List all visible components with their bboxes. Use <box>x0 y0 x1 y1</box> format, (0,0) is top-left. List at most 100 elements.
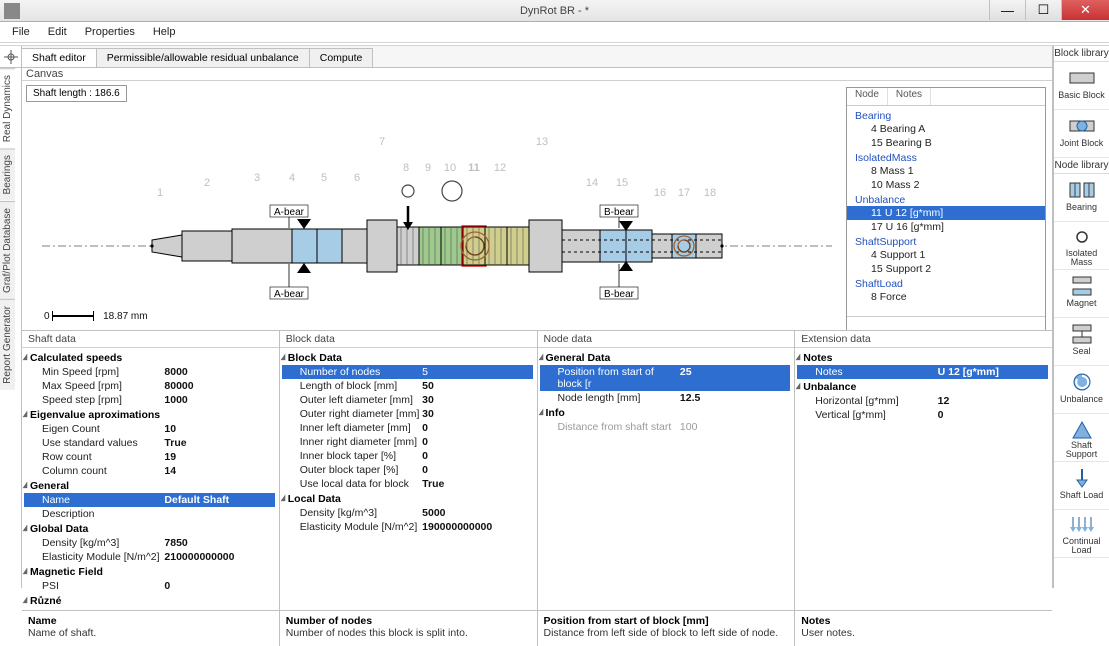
menubar: File Edit Properties Help <box>0 22 1109 42</box>
prop-row[interactable]: Row count19 <box>24 450 275 464</box>
tree-item[interactable]: 11 U 12 [g*mm] <box>847 206 1045 220</box>
prop-row[interactable]: Inner right diameter [mm]0 <box>282 435 533 449</box>
tree-group[interactable]: Unbalance <box>847 192 1045 206</box>
tree-group[interactable]: ShaftSupport <box>847 234 1045 248</box>
prop-key: Speed step [rpm] <box>24 394 164 406</box>
svg-text:3: 3 <box>254 172 260 184</box>
tree-group[interactable]: Bearing <box>847 108 1045 122</box>
prop-row[interactable]: Max Speed [rpm]80000 <box>24 379 275 393</box>
prop-group[interactable]: Calculated speeds <box>24 350 275 365</box>
prop-group[interactable]: General Data <box>540 350 791 365</box>
grid-ext: Extension dataNotesNotesU 12 [g*mm]Unbal… <box>795 331 1052 646</box>
app-icon <box>4 3 20 19</box>
prop-row[interactable]: Outer right diameter [mm]30 <box>282 407 533 421</box>
tree-group[interactable]: IsolatedMass <box>847 150 1045 164</box>
prop-key: Description <box>24 508 164 520</box>
prop-row[interactable]: Description <box>24 507 275 521</box>
minimize-button[interactable]: — <box>989 0 1025 20</box>
palette-magnet[interactable]: Magnet <box>1054 270 1109 318</box>
prop-row[interactable]: PSI0 <box>24 579 275 593</box>
menu-help[interactable]: Help <box>145 24 184 40</box>
prop-value: 10 <box>164 423 274 435</box>
svg-text:9: 9 <box>425 162 431 174</box>
close-button[interactable]: ✕ <box>1061 0 1109 20</box>
prop-row[interactable]: Density [kg/m^3]5000 <box>282 506 533 520</box>
prop-row[interactable]: Horizontal [g*mm]12 <box>797 394 1048 408</box>
tree-item[interactable]: 10 Mass 2 <box>847 178 1045 192</box>
prop-group[interactable]: Různé <box>24 593 275 608</box>
prop-row[interactable]: NotesU 12 [g*mm] <box>797 365 1048 379</box>
prop-row[interactable]: Distance from shaft start100 <box>540 420 791 434</box>
prop-value: 0 <box>422 436 532 448</box>
cload-icon <box>1065 513 1099 537</box>
palette-load[interactable]: Shaft Load <box>1054 462 1109 510</box>
prop-group[interactable]: Block Data <box>282 350 533 365</box>
window-title: DynRot BR - * <box>520 5 589 17</box>
leftrail-tab-2[interactable]: Graf/Plot Database <box>0 201 15 299</box>
leftrail-tab-1[interactable]: Bearings <box>0 148 15 200</box>
tree-tab-node[interactable]: Node <box>847 88 888 105</box>
prop-row[interactable]: Elasticity Module [N/m^2]190000000000 <box>282 520 533 534</box>
tree-item[interactable]: 15 Support 2 <box>847 262 1045 276</box>
menu-properties[interactable]: Properties <box>77 24 143 40</box>
tab-residual-unbalance[interactable]: Permissible/allowable residual unbalance <box>96 48 310 67</box>
menu-file[interactable]: File <box>4 24 38 40</box>
palette-mass[interactable]: Isolated Mass <box>1054 222 1109 270</box>
prop-group[interactable]: Local Data <box>282 491 533 506</box>
prop-group[interactable]: Magnetic Field <box>24 564 275 579</box>
prop-row[interactable]: Number of nodes5 <box>282 365 533 379</box>
palette-seal[interactable]: Seal <box>1054 318 1109 366</box>
canvas[interactable]: Shaft length : 186.6 A-bearA-bearB-bearB… <box>22 81 1052 331</box>
prop-group[interactable]: Eigenvalue aproximations <box>24 407 275 422</box>
palette-unbalance[interactable]: Unbalance <box>1054 366 1109 414</box>
prop-row[interactable]: Position from start of block [r25 <box>540 365 791 391</box>
prop-key: Length of block [mm] <box>282 380 422 392</box>
prop-row[interactable]: Elasticity Module [N/m^2]210000000000 <box>24 550 275 564</box>
tree-item[interactable]: 8 Force <box>847 290 1045 304</box>
prop-row[interactable]: Outer left diameter [mm]30 <box>282 393 533 407</box>
tree-item[interactable]: 4 Support 1 <box>847 248 1045 262</box>
prop-row[interactable]: Eigen Count10 <box>24 422 275 436</box>
prop-value: 30 <box>422 408 532 420</box>
maximize-button[interactable]: ☐ <box>1025 0 1061 20</box>
tree-group[interactable]: ShaftLoad <box>847 276 1045 290</box>
prop-row[interactable]: Inner left diameter [mm]0 <box>282 421 533 435</box>
palette-label: Joint Block <box>1060 139 1104 148</box>
rail-icon[interactable] <box>0 46 21 68</box>
palette-cload[interactable]: Continual Load <box>1054 510 1109 558</box>
leftrail-tab-0[interactable]: Real Dynamics <box>0 68 15 148</box>
prop-group[interactable]: General <box>24 478 275 493</box>
prop-row[interactable]: Length of block [mm]50 <box>282 379 533 393</box>
tree-item[interactable]: 15 Bearing B <box>847 136 1045 150</box>
prop-row[interactable]: NameDefault Shaft <box>24 493 275 507</box>
prop-row[interactable]: Node length [mm]12.5 <box>540 391 791 405</box>
prop-group[interactable]: Global Data <box>24 521 275 536</box>
palette-joint-block[interactable]: Joint Block <box>1054 110 1109 158</box>
prop-row[interactable]: Use standard valuesTrue <box>24 436 275 450</box>
tab-compute[interactable]: Compute <box>309 48 374 67</box>
palette-basic-block[interactable]: Basic Block <box>1054 62 1109 110</box>
tree-item[interactable]: 17 U 16 [g*mm] <box>847 220 1045 234</box>
prop-row[interactable]: Use local data for blockTrue <box>282 477 533 491</box>
prop-row[interactable]: Vertical [g*mm]0 <box>797 408 1048 422</box>
tab-shaft-editor[interactable]: Shaft editor <box>21 48 97 67</box>
prop-row[interactable]: Speed step [rpm]1000 <box>24 393 275 407</box>
prop-row[interactable]: Outer block taper [%]0 <box>282 463 533 477</box>
prop-value: 5000 <box>422 507 532 519</box>
tree-item[interactable]: 8 Mass 1 <box>847 164 1045 178</box>
palette-bearing[interactable]: Bearing <box>1054 174 1109 222</box>
palette-support[interactable]: Shaft Support <box>1054 414 1109 462</box>
prop-row[interactable]: Density [kg/m^3]7850 <box>24 536 275 550</box>
prop-row[interactable]: Min Speed [rpm]8000 <box>24 365 275 379</box>
prop-group[interactable]: Info <box>540 405 791 420</box>
leftrail-tab-3[interactable]: Report Generator <box>0 299 15 390</box>
menu-edit[interactable]: Edit <box>40 24 75 40</box>
prop-group[interactable]: Unbalance <box>797 379 1048 394</box>
prop-key: Density [kg/m^3] <box>24 537 164 549</box>
prop-group[interactable]: Notes <box>797 350 1048 365</box>
prop-value: 210000000000 <box>164 551 274 563</box>
prop-row[interactable]: Inner block taper [%]0 <box>282 449 533 463</box>
prop-row[interactable]: Column count14 <box>24 464 275 478</box>
tree-item[interactable]: 4 Bearing A <box>847 122 1045 136</box>
tree-tab-notes[interactable]: Notes <box>888 88 931 105</box>
